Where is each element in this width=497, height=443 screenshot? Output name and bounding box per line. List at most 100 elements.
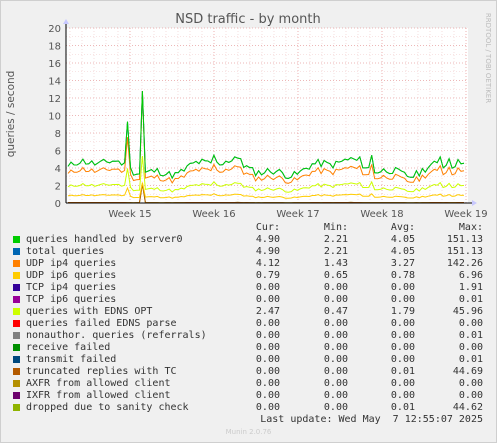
legend-max-value: 0.01 [458,354,483,365]
legend-avg-value: 0.00 [390,354,415,365]
legend-header: Cur: Min: Avg: Max: [0,222,497,234]
legend-avg-value: 3.27 [390,258,415,269]
legend-series-name: IXFR from allowed client [26,390,171,401]
legend-swatch [13,404,20,411]
legend-row: queries failed EDNS parse 0.00 0.00 0.00 0.0… [0,318,497,330]
x-tick-label: Week 19 [444,209,487,220]
legend-max-value: 0.01 [458,294,483,305]
legend-swatch [13,284,20,291]
legend-series-name: UDP ip6 queries [26,270,117,281]
legend-min-value: 0.00 [323,282,348,293]
y-axis-label: queries / second [5,71,17,158]
x-tick-label: Week 18 [360,209,403,220]
legend-series-name: receive failed [26,342,111,353]
legend-avg-value: 0.00 [390,378,415,389]
legend-min-value: 1.43 [323,258,348,269]
legend-swatch [13,296,20,303]
legend-max-value: 45.96 [452,306,483,317]
y-tick-label: 20 [48,24,61,35]
legend-cur-value: 0.00 [255,318,280,329]
legend-min-header: Min: [323,222,348,233]
legend-swatch [13,368,20,375]
legend-cur-value: 4.12 [255,258,280,269]
legend-cur-value: 0.00 [255,390,280,401]
last-update: Last update: Wed May 7 12:55:07 2025 [0,414,497,426]
legend-series-name: queries handled by server0 [26,234,183,245]
y-tick-labels: 0 2 4 6 8 10 12 14 16 18 20 [48,24,61,210]
legend-row: IXFR from allowed client 0.00 0.00 0.00 0.00 [0,390,497,402]
legend-avg-value: 0.01 [390,366,415,377]
legend-max-value: 0.00 [458,342,483,353]
legend-cur-value: 0.00 [255,342,280,353]
last-update-text: Last update: Wed May 7 12:55:07 2025 [260,414,483,425]
legend-swatch [13,260,20,267]
legend-avg-value: 1.79 [390,306,415,317]
legend-max-value: 44.62 [452,402,483,413]
x-tick-labels: Week 15 Week 16 Week 17 Week 18 Week 19 [108,209,487,220]
legend-avg-value: 0.00 [390,282,415,293]
legend-cur-value: 0.00 [255,366,280,377]
legend-max-value: 6.96 [458,270,483,281]
legend-series-name: TCP ip6 queries [26,294,117,305]
rrdtool-watermark: RRDTOOL / TOBI OETIKER [484,13,492,103]
legend-max-value: 44.69 [452,366,483,377]
legend-cur-value: 0.00 [255,378,280,389]
legend-series-name: transmit failed [26,354,117,365]
legend-min-value: 0.47 [323,306,348,317]
legend-avg-value: 0.00 [390,342,415,353]
legend-max-value: 151.13 [446,246,483,257]
legend-swatch [13,356,20,363]
y-tick-label: 8 [55,129,61,140]
legend-max-value: 0.00 [458,390,483,401]
legend-row: queries with EDNS OPT 2.47 0.47 1.79 45.96 [0,306,497,318]
series-line [67,155,465,193]
y-tick-label: 6 [55,147,61,158]
legend-min-value: 0.00 [323,294,348,305]
legend-min-value: 0.00 [323,342,348,353]
grid [66,27,468,203]
legend-swatch [13,236,20,243]
y-tick-label: 16 [48,59,61,70]
legend-series-name: UDP ip4 queries [26,258,117,269]
legend-min-value: 0.00 [323,330,348,341]
legend-avg-value: 0.00 [390,330,415,341]
y-tick-label: 10 [48,112,61,123]
legend-row: UDP ip4 queries 4.12 1.43 3.27 142.26 [0,258,497,270]
legend-series-name: nonauthor. queries (referrals) [26,330,207,341]
legend-series-name: dropped due to sanity check [26,402,189,413]
chart-title: NSD traffic - by month [175,12,320,27]
legend-cur-value: 4.90 [255,234,280,245]
x-axis-arrow [472,200,477,206]
x-tick-label: Week 16 [192,209,235,220]
legend-avg-value: 0.00 [390,318,415,329]
legend-min-value: 2.21 [323,246,348,257]
legend-min-value: 0.00 [323,354,348,365]
legend-min-value: 0.00 [323,402,348,413]
legend-min-value: 0.00 [323,366,348,377]
y-tick-label: 4 [55,164,61,175]
y-tick-label: 2 [55,182,61,193]
legend-row: TCP ip6 queries 0.00 0.00 0.00 0.01 [0,294,497,306]
legend-row: receive failed 0.00 0.00 0.00 0.00 [0,342,497,354]
legend-row: truncated replies with TC 0.00 0.00 0.01 44.… [0,366,497,378]
legend-series-name: queries with EDNS OPT [26,306,153,317]
legend-cur-value: 2.47 [255,306,280,317]
legend-swatch [13,248,20,255]
legend-series-name: AXFR from allowed client [26,378,171,389]
legend-avg-value: 0.00 [390,390,415,401]
x-tick-label: Week 15 [108,209,151,220]
legend-row: dropped due to sanity check 0.00 0.00 0.01 4… [0,402,497,414]
legend-max-value: 142.26 [446,258,483,269]
legend-avg-value: 0.01 [390,402,415,413]
legend-max-value: 0.01 [458,330,483,341]
legend-series-name: queries failed EDNS parse [26,318,177,329]
legend-cur-header: Cur: [255,222,280,233]
legend-avg-value: 4.05 [390,246,415,257]
legend-max-value: 0.00 [458,378,483,389]
legend-row: AXFR from allowed client 0.00 0.00 0.00 0.00 [0,378,497,390]
legend-min-value: 0.00 [323,390,348,401]
legend-cur-value: 0.00 [255,294,280,305]
legend-max-value: 151.13 [446,234,483,245]
legend-row: total queries 4.90 2.21 4.05 151.13 [0,246,497,258]
